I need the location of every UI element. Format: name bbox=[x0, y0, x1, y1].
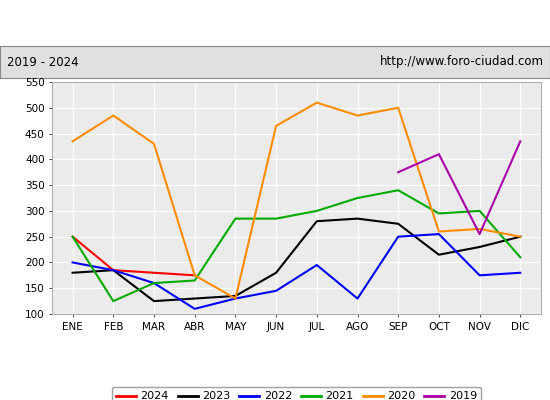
Text: 2019 - 2024: 2019 - 2024 bbox=[7, 56, 78, 68]
Text: http://www.foro-ciudad.com: http://www.foro-ciudad.com bbox=[379, 56, 543, 68]
Text: Evolucion Nº Turistas Nacionales en el municipio de Rajadell: Evolucion Nº Turistas Nacionales en el m… bbox=[54, 16, 496, 30]
Legend: 2024, 2023, 2022, 2021, 2020, 2019: 2024, 2023, 2022, 2021, 2020, 2019 bbox=[112, 387, 481, 400]
